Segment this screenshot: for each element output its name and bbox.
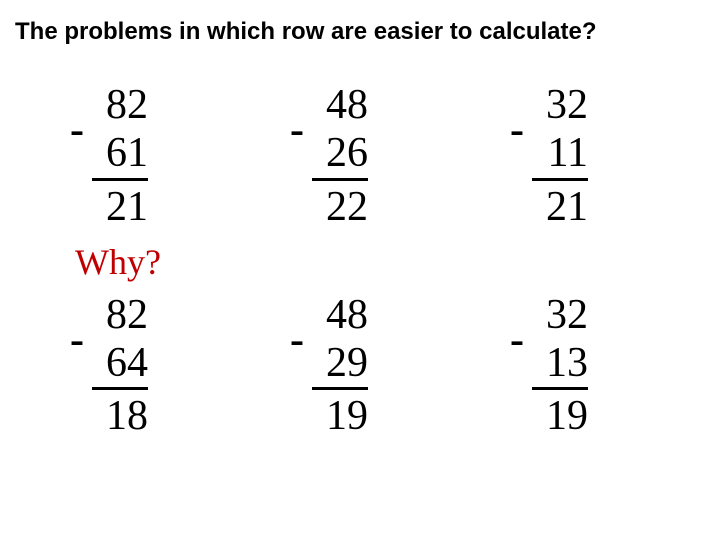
subtrahend: 64 [92,339,148,390]
minuend: 82 [106,291,148,339]
subtrahend: 11 [532,129,588,180]
subtrahend: 26 [312,129,368,180]
minuend: 32 [546,81,588,129]
minuend: 82 [106,81,148,129]
operator: - [290,319,304,361]
operator: - [510,109,524,151]
subtrahend: 29 [312,339,368,390]
operator: - [290,109,304,151]
difference: 19 [326,392,368,440]
number-stack: 32 13 19 [532,291,588,441]
operator: - [510,319,524,361]
difference: 22 [326,183,368,231]
operator: - [70,109,84,151]
page-title: The problems in which row are easier to … [0,0,720,46]
problem-2-3: - 32 13 19 [510,291,660,441]
problem-2-2: - 48 29 19 [290,291,440,441]
subtrahend: 13 [532,339,588,390]
number-stack: 48 29 19 [312,291,368,441]
problem-2-1: - 82 64 18 [70,291,220,441]
problem-1-3: - 32 11 21 [510,81,660,231]
difference: 21 [546,183,588,231]
why-label: Why? [75,241,660,283]
difference: 19 [546,392,588,440]
subtrahend: 61 [92,129,148,180]
operator: - [70,319,84,361]
problem-row-1: - 82 61 21 - 48 26 22 - 32 11 21 [70,81,660,231]
number-stack: 82 64 18 [92,291,148,441]
number-stack: 32 11 21 [532,81,588,231]
problem-row-2: - 82 64 18 - 48 29 19 - 32 13 19 [70,291,660,441]
number-stack: 48 26 22 [312,81,368,231]
difference: 18 [106,392,148,440]
problem-1-2: - 48 26 22 [290,81,440,231]
number-stack: 82 61 21 [92,81,148,231]
minuend: 32 [546,291,588,339]
problem-1-1: - 82 61 21 [70,81,220,231]
minuend: 48 [326,81,368,129]
minuend: 48 [326,291,368,339]
problems-container: - 82 61 21 - 48 26 22 - 32 11 21 Why? [0,46,720,441]
difference: 21 [106,183,148,231]
